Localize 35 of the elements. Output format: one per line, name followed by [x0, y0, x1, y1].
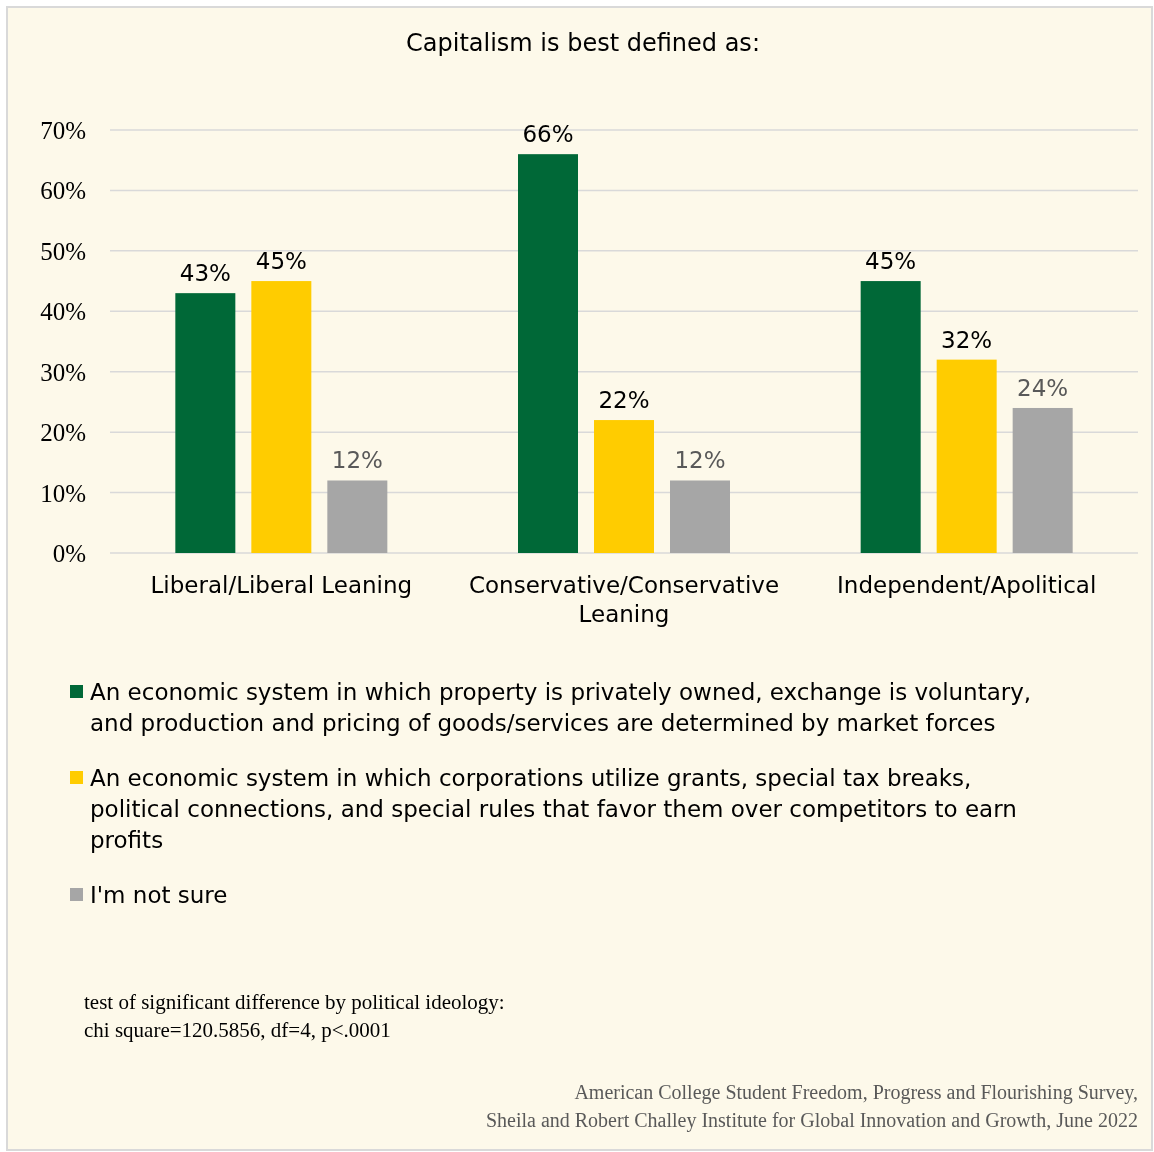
bar [594, 420, 654, 553]
y-tick-label: 10% [40, 479, 86, 507]
bar [1012, 407, 1073, 553]
data-label: 45% [865, 248, 917, 275]
legend-label: An economic system in which corporations utilize grants, special tax breaks, political connections, and special rules that favor them over competitors to earn profits [90, 765, 1017, 853]
bar [670, 480, 730, 553]
text: American College Student Freedom, Progress and Flourishing Survey, Sheila and Robert Challey Institute for Global Innovation and Growth, June 2022 [485, 1081, 1138, 1132]
data-label: 32% [941, 326, 993, 353]
bar [518, 154, 578, 553]
y-tick-label: 60% [40, 177, 86, 205]
x-tick-label: Liberal/Liberal Leaning [150, 572, 413, 598]
data-label: 43% [179, 260, 231, 287]
y-tick-label: 50% [40, 237, 86, 265]
bar [175, 293, 236, 553]
x-tick-label: Independent/Apolitical [837, 572, 1097, 598]
y-tick-label: 0% [52, 540, 86, 567]
bar [936, 359, 997, 553]
data-label: 22% [598, 387, 650, 414]
bar [251, 281, 312, 553]
bar [327, 480, 388, 553]
y-tick-label: 20% [40, 419, 86, 447]
y-tick-label: 70% [40, 117, 86, 144]
data-label: 24% [1017, 374, 1069, 401]
text: test of significant difference by political ideology: chi square=120.5856, df=4, p<.0001 [84, 990, 505, 1042]
y-tick-label: 40% [40, 298, 86, 326]
bar [860, 281, 921, 553]
y-tick-label: 30% [40, 358, 86, 386]
data-label: 12% [331, 447, 383, 474]
legend-label: I'm not sure [90, 882, 228, 908]
data-label: 45% [255, 248, 307, 275]
x-tick-label: Conservative/Conservative Leaning [468, 572, 780, 627]
legend-label: An economic system in which property is privately owned, exchange is voluntary, and production and pricing of goods/services are determined by market forces [90, 679, 1032, 736]
data-label: 66% [522, 121, 574, 148]
data-label: 12% [674, 447, 726, 474]
chart-title: Capitalism is best defined as: [406, 29, 760, 57]
